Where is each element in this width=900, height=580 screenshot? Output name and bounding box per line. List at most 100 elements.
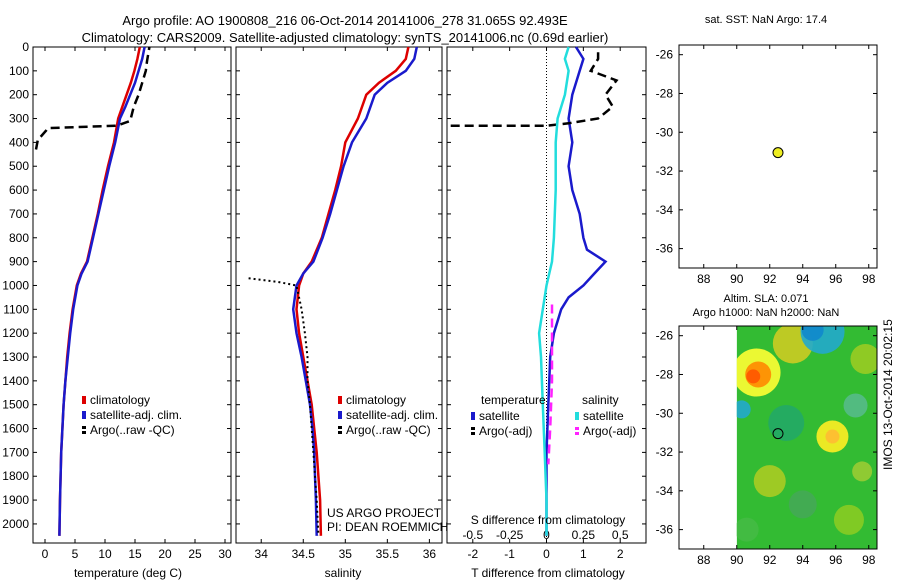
temperature-series-climatology [58,46,142,536]
sla_map-xtick-label: 88 [697,553,711,567]
sla_map-xtick-label: 94 [796,553,810,567]
salinity-xtick-label: 35.5 [376,547,400,561]
temperature-ytick-label: 100 [9,64,29,78]
salinity-frame [235,46,443,544]
difference-legend-label: Argo(-adj) [583,424,636,438]
difference-xtick-s-label: 0.5 [612,528,629,542]
temperature-ytick-label: 1100 [3,302,29,316]
sst_map-xtick-label: 92 [763,272,777,286]
sla-map-blob [801,326,824,341]
temperature-series-argo---raw--qc- [34,46,151,150]
salinity-panel: 34 34.5 35 35.5 36 climatologysatellite-adj. … [235,46,443,561]
sla_map-xtick-label: 92 [763,553,777,567]
difference-series-argo--adj- [547,304,554,465]
sst_map-argo-position-marker [772,147,784,159]
sla_map-xtick-label: 98 [862,553,876,567]
sla_map-argo-position-marker [772,428,784,440]
sla_map-frame [678,325,878,550]
figure-title-line1: Argo profile: AO 1900808_216 06-Oct-2014… [122,13,568,28]
temperature-legend-label: satellite-adj. clim. [90,408,182,422]
sst_map-xtick-label: 88 [697,272,711,286]
temperature-ytick-label: 200 [9,88,29,102]
temperature-ytick-label: 1900 [2,493,29,507]
temperature-xtick-label: 20 [158,547,172,561]
temperature-xlabel: temperature (deg C) [74,566,182,580]
temperature-ytick-label: 1800 [2,469,29,483]
sst_map-frame [678,44,878,269]
salinity-legend-label: Argo(..raw -QC) [346,423,431,437]
salinity-xtick-label: 36 [423,547,437,561]
credits-line2: PI: DEAN ROEMMICH [327,520,448,534]
sla_map-ytick-label: -34 [656,484,674,498]
sla_map-ytick-label: -36 [656,523,674,537]
temperature-ytick-label: 1400 [2,374,29,388]
temperature-series-satellite-adj--clim- [58,46,146,536]
salinity-xtick-label: 34.5 [292,547,316,561]
sla-map-subtitle: Argo h1000: NaN h2000: NaN [693,307,840,319]
sla_map-ytick-label: -26 [656,329,674,343]
temperature-legend-label: Argo(..raw -QC) [90,423,175,437]
difference-xtick-label: 1 [580,547,587,561]
sla-map-field [736,326,877,549]
sla_map-xtick-label: 90 [730,553,744,567]
temperature-frame [32,46,232,544]
salinity-series-satellite-adj--clim- [291,46,419,536]
temperature-ytick-label: 900 [9,255,29,269]
sla-map-blob [736,400,751,419]
difference-series-satellite [545,46,608,536]
sla_map-ytick-label: -30 [656,406,674,420]
temperature-ytick-label: 1200 [2,326,29,340]
temperature-xtick-label: 0 [42,547,49,561]
salinity-series-argo---raw--qc- [248,277,320,536]
sla_map-ytick-label: -32 [656,445,674,459]
sla-map-blob [753,465,786,498]
temperature-ytick-label: 600 [9,183,29,197]
difference-legend-label: satellite [479,409,520,423]
difference-xtick-s-label: -0.25 [496,528,524,542]
temperature-legend-label: climatology [90,393,150,407]
temperature-xtick-label: 10 [98,547,112,561]
difference-xtick-label: 0 [543,547,550,561]
difference-legend-title-t: temperature [481,393,546,407]
temperature-ytick-label: 400 [9,135,29,149]
difference-legend-label: Argo(-adj) [479,424,532,438]
sla-map-blob [852,461,873,482]
temperature-ytick-label: 500 [9,159,29,173]
temperature-ytick-label: 0 [22,40,29,54]
sla-map-blob [736,517,759,542]
difference-xtick-s-label: 0.25 [572,528,596,542]
sst_map-ytick-label: -36 [656,242,674,256]
difference-series-satellite [537,46,570,536]
difference-legend-title-s: salinity [582,393,619,407]
temperature-ytick-label: 1300 [2,350,29,364]
sst_map-ytick-label: -26 [656,48,674,62]
difference-xlabel-s: S difference from climatology [471,513,626,527]
difference-series-argo--adj- [450,47,619,127]
difference-xlabel-t: T difference from climatology [471,566,625,580]
difference-xtick-label: 2 [617,547,624,561]
temperature-ytick-label: 2000 [2,517,29,531]
sst_map-ytick-label: -34 [656,203,674,217]
sla-map-blob [843,393,868,418]
timestamp: IMOS 13-Oct-2014 20:02:15 [881,319,895,470]
temperature-ytick-label: 1500 [2,398,29,412]
difference-xtick-label: -2 [467,547,478,561]
salinity-legend-label: satellite-adj. clim. [346,408,438,422]
sla-map-blob [833,504,864,535]
sst_map-ytick-label: -28 [656,86,674,100]
sla_map-ytick-label: -28 [656,367,674,381]
sla_map-xtick-label: 96 [829,553,843,567]
salinity-xtick-label: 35 [339,547,353,561]
temperature-panel: 0 5 10 15 20 25 300100200300400500600700800900… [2,40,232,561]
salinity-xtick-label: 34 [255,547,269,561]
sst_map-ytick-label: -32 [656,164,674,178]
temperature-ytick-label: 700 [9,207,29,221]
temperature-ytick-label: 1600 [2,422,29,436]
sst-map-title: sat. SST: NaN Argo: 17.4 [705,14,827,26]
sst_map-xtick-label: 96 [829,272,843,286]
temperature-ytick-label: 1700 [2,445,29,459]
sst-map-panel: 88 90 92 94 96 98 -36 -34 -32 -30 -28 -26 [656,44,878,286]
sst_map-ytick-label: -30 [656,125,674,139]
